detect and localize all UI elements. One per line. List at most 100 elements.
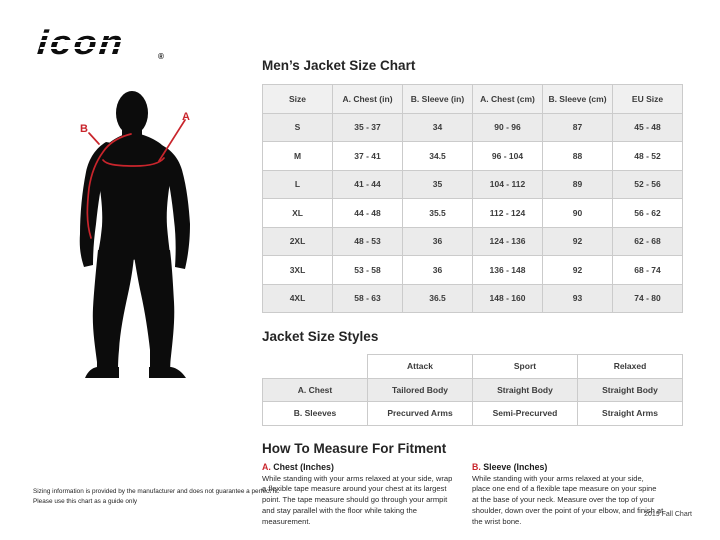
size-chart-table: Size A. Chest (in) B. Sleeve (in) A. Chest … — [262, 84, 683, 313]
table-cell: 4XL — [262, 283, 333, 313]
disclaimer-line-1: Sizing information is provided by the ma… — [33, 488, 280, 495]
measure-chest-heading-text: Chest (Inches) — [273, 461, 334, 472]
measure-chest-heading: A. Chest (Inches) — [262, 462, 454, 473]
table-cell: Precurved Arms — [367, 401, 473, 426]
table-cell: 62 - 68 — [612, 226, 683, 256]
table-header-cell: EU Size — [612, 84, 683, 114]
table-cell: S — [262, 112, 333, 142]
table-row: 3XL 53 - 58 36 136 - 148 92 68 - 74 — [262, 255, 683, 285]
measure-sleeve-heading-text: Sleeve (Inches) — [483, 461, 548, 472]
table-cell: 45 - 48 — [612, 112, 683, 142]
table-row: 4XL 58 - 63 36.5 148 - 160 93 74 - 80 — [262, 283, 683, 313]
measure-columns: A. Chest (Inches) While standing with yo… — [262, 462, 684, 528]
style-chart-table: Attack Sport Relaxed A. Chest Tailored Body S… — [262, 354, 683, 426]
table-cell: Semi-Precurved — [472, 401, 578, 426]
table-header-cell: A. Chest (cm) — [472, 84, 543, 114]
table-cell: 35 — [402, 169, 473, 199]
disclaimer-line-2: Please use this chart as a guide only — [33, 497, 138, 505]
logo-stripe — [39, 47, 143, 49]
icon-logo: icon ® — [35, 24, 186, 66]
table-row: S 35 - 37 34 90 - 96 87 45 - 48 — [262, 112, 683, 142]
table-cell: 48 - 52 — [612, 141, 683, 171]
table-cell: L — [262, 169, 333, 199]
table-cell: Straight Body — [577, 377, 683, 402]
table-cell: 37 - 41 — [332, 141, 403, 171]
table-row: 2XL 48 - 53 36 124 - 136 92 62 - 68 — [262, 226, 683, 256]
table-cell: 90 — [542, 198, 613, 228]
table-cell: 112 - 124 — [472, 198, 543, 228]
table-cell: 89 — [542, 169, 613, 199]
table-cell: 136 - 148 — [472, 255, 543, 285]
table-header-cell: Sport — [472, 354, 578, 379]
table-cell: 148 - 160 — [472, 283, 543, 313]
table-cell: 74 - 80 — [612, 283, 683, 313]
table-cell: 124 - 136 — [472, 226, 543, 256]
table-cell: 35.5 — [402, 198, 473, 228]
table-cell: 2XL — [262, 226, 333, 256]
table-header-row: Attack Sport Relaxed — [263, 354, 683, 379]
table-cell: Tailored Body — [367, 377, 473, 402]
chart-version: 2019 Fall Chart — [644, 511, 692, 518]
table-cell: Straight Body — [472, 377, 578, 402]
table-cell: 36 — [402, 255, 473, 285]
table-cell: 36 — [402, 226, 473, 256]
measure-title: How To Measure For Fitment — [262, 440, 447, 456]
table-cell: 3XL — [262, 255, 333, 285]
table-cell: A. Chest — [262, 377, 368, 402]
table-cell: M — [262, 141, 333, 171]
table-cell: 87 — [542, 112, 613, 142]
measure-chest-label: A. — [262, 461, 271, 472]
table-cell: 68 - 74 — [612, 255, 683, 285]
sleeve-measure-line — [86, 133, 132, 239]
table-cell: 96 - 104 — [472, 141, 543, 171]
figure-label-a: A — [182, 111, 190, 123]
sleeve-pointer-line — [88, 132, 100, 145]
measure-sleeve-heading: B. Sleeve (Inches) — [472, 462, 664, 473]
table-header-cell: Attack — [367, 354, 473, 379]
table-cell: 36.5 — [402, 283, 473, 313]
table-cell: 35 - 37 — [332, 112, 403, 142]
table-row: M 37 - 41 34.5 96 - 104 88 48 - 52 — [262, 141, 683, 171]
table-cell: 53 - 58 — [332, 255, 403, 285]
table-cell: 88 — [542, 141, 613, 171]
measure-chest-section: A. Chest (Inches) While standing with yo… — [262, 462, 454, 528]
table-header-row: Size A. Chest (in) B. Sleeve (in) A. Chest … — [262, 84, 683, 114]
table-cell: 92 — [542, 255, 613, 285]
table-header-cell: Relaxed — [577, 354, 683, 379]
table-cell: 41 - 44 — [332, 169, 403, 199]
icon-logo-text: icon — [35, 24, 127, 62]
table-row: A. Chest Tailored Body Straight Body Straig… — [262, 377, 683, 402]
style-chart-title: Jacket Size Styles — [262, 329, 379, 344]
measurement-figure: A B — [79, 91, 190, 378]
table-row: B. Sleeves Precurved Arms Semi-Precurved St… — [262, 401, 683, 426]
table-header-cell: B. Sleeve (in) — [402, 84, 473, 114]
table-cell: 44 - 48 — [332, 198, 403, 228]
chest-pointer-line — [158, 119, 186, 162]
table-cell: 34 — [402, 112, 473, 142]
size-chart-title: Men’s Jacket Size Chart — [262, 58, 416, 73]
table-cell: 92 — [542, 226, 613, 256]
table-row: L 41 - 44 35 104 - 112 89 52 - 56 — [262, 169, 683, 199]
figure-label-b: B — [80, 123, 88, 135]
table-cell: 34.5 — [402, 141, 473, 171]
registered-mark-icon: ® — [158, 52, 164, 61]
table-cell: Straight Arms — [577, 401, 683, 426]
table-cell: 58 - 63 — [332, 283, 403, 313]
table-header-cell: Size — [262, 84, 333, 114]
table-cell: 90 - 96 — [472, 112, 543, 142]
measure-sleeve-section: B. Sleeve (Inches) While standing with y… — [472, 462, 664, 528]
table-cell: B. Sleeves — [262, 401, 368, 426]
table-cell: 56 - 62 — [612, 198, 683, 228]
table-row: XL 44 - 48 35.5 112 - 124 90 56 - 62 — [262, 198, 683, 228]
measure-sleeve-body: While standing with your arms relaxed at… — [472, 473, 664, 526]
table-header-cell: B. Sleeve (cm) — [542, 84, 613, 114]
measure-chest-body: While standing with your arms relaxed at… — [262, 473, 453, 526]
sizing-disclaimer: Sizing information is provided by the ma… — [33, 487, 283, 507]
table-cell: 104 - 112 — [472, 169, 543, 199]
table-cell: 52 - 56 — [612, 169, 683, 199]
measurement-lines — [86, 119, 186, 239]
table-cell: 93 — [542, 283, 613, 313]
measure-sleeve-label: B. — [472, 461, 481, 472]
body-silhouette — [79, 91, 190, 378]
